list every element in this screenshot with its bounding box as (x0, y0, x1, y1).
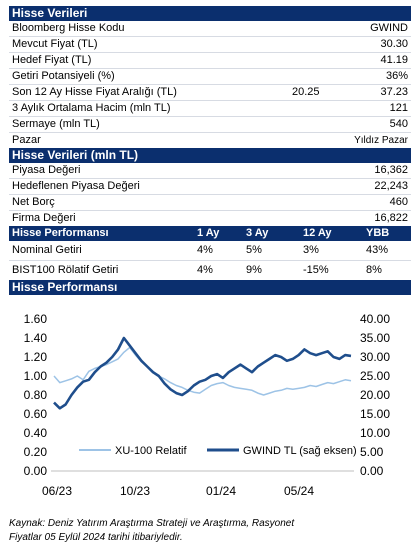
row-label: Hedeflenen Piyasa Değeri (12, 180, 140, 192)
y-right-tick-label: 10.00 (360, 426, 390, 440)
row-label: Bloomberg Hisse Kodu (12, 22, 125, 34)
stock-data-mln-header-label: Hisse Verileri (mln TL) (12, 148, 139, 162)
table-row: Net Borç 460 (9, 195, 411, 211)
stock-data-header-label: Hisse Verileri (12, 6, 88, 20)
row-value: 36% (385, 70, 408, 82)
table-row: Getiri Potansiyeli (%) 36% (9, 69, 411, 85)
table-row: Nominal Getiri 4% 5% 3% 43% (9, 241, 411, 261)
cell-ytd: 43% (366, 244, 389, 256)
stock-summary-panel: Hisse Verileri Bloomberg Hisse Kodu GWIN… (9, 6, 411, 510)
row-value: 16,822 (374, 212, 408, 224)
table-row: Mevcut Fiyat (TL) 30.30 (9, 37, 411, 53)
stock-data-header: Hisse Verileri (9, 6, 411, 21)
row-value: 460 (389, 196, 408, 208)
legend-label-gwind: GWIND TL (sağ eksen) (243, 445, 357, 457)
x-tick-label: 06/23 (42, 484, 72, 498)
source-note-line-1: Kaynak: Deniz Yatırım Araştırma Strateji… (9, 518, 295, 529)
table-row: Sermaye (mln TL) 540 (9, 117, 411, 133)
table-row: Pazar Yıldız Pazar (9, 133, 411, 148)
y-right-tick-label: 30.00 (360, 350, 390, 364)
row-label: Firma Değeri (12, 212, 76, 224)
row-label: Pazar (12, 134, 41, 146)
y-right-tick-label: 5.00 (360, 445, 384, 459)
row-value: GWIND (370, 22, 408, 34)
cell-ytd: 8% (366, 264, 382, 276)
y-left-tick-label: 1.60 (24, 312, 48, 326)
x-tick-label: 10/23 (120, 484, 150, 498)
row-label: BIST100 Rölatif Getiri (12, 264, 119, 276)
row-value: 41.19 (380, 54, 408, 66)
y-left-tick-label: 0.60 (24, 407, 48, 421)
x-tick-label: 05/24 (284, 484, 314, 498)
y-left-tick-label: 0.80 (24, 388, 48, 402)
y-left-tick-label: 1.00 (24, 369, 48, 383)
cell-3m: 5% (246, 244, 262, 256)
table-row: Hedeflenen Piyasa Değeri 22,243 (9, 179, 411, 195)
table-row: BIST100 Rölatif Getiri 4% 9% -15% 8% (9, 261, 411, 280)
y-left-tick-label: 0.00 (24, 464, 48, 478)
performance-table: Nominal Getiri 4% 5% 3% 43% BIST100 Röla… (9, 241, 411, 280)
column-header-3m: 3 Ay (246, 227, 269, 239)
y-right-tick-label: 25.00 (360, 369, 390, 383)
performance-chart-header: Hisse Performansı (9, 280, 411, 295)
row-label: Piyasa Değeri (12, 164, 81, 176)
table-row: Hedef Fiyat (TL) 41.19 (9, 53, 411, 69)
table-row: Piyasa Değeri 16,362 (9, 163, 411, 179)
column-header-ytd: YBB (366, 227, 390, 239)
y-right-tick-label: 0.00 (360, 464, 384, 478)
row-label: Hedef Fiyat (TL) (12, 54, 92, 66)
y-left-tick-label: 0.20 (24, 445, 48, 459)
row-value: 121 (389, 102, 408, 114)
row-label: Son 12 Ay Hisse Fiyat Aralığı (TL) (12, 86, 177, 98)
table-row: Firma Değeri 16,822 (9, 211, 411, 226)
source-note: Kaynak: Deniz Yatırım Araştırma Strateji… (9, 517, 294, 545)
row-low-value: 20.25 (292, 86, 320, 98)
performance-chart-svg: 0.00 0.20 0.40 0.60 0.80 1.00 1.20 1.40 1.60 0.00… (24, 312, 391, 498)
row-value: 22,243 (374, 180, 408, 192)
performance-header-label: Hisse Performansı (12, 227, 109, 239)
row-value: 16,362 (374, 164, 408, 176)
stock-data-mln-header: Hisse Verileri (mln TL) (9, 148, 411, 163)
stock-data-table: Bloomberg Hisse Kodu GWIND Mevcut Fiyat … (9, 21, 411, 148)
table-row: 3 Aylık Ortalama Hacim (mln TL) 121 (9, 101, 411, 117)
column-header-12m: 12 Ay (303, 227, 332, 239)
row-label: Net Borç (12, 196, 55, 208)
table-row: Son 12 Ay Hisse Fiyat Aralığı (TL) 20.25… (9, 85, 411, 101)
series-line-xu100-relative (53, 346, 352, 396)
y-right-tick-label: 15.00 (360, 407, 390, 421)
row-value: 30.30 (380, 38, 408, 50)
row-label: 3 Aylık Ortalama Hacim (mln TL) (12, 102, 171, 114)
row-label: Mevcut Fiyat (TL) (12, 38, 98, 50)
x-tick-label: 01/24 (206, 484, 236, 498)
performance-table-header: Hisse Performansı 1 Ay 3 Ay 12 Ay YBB (9, 226, 411, 241)
row-label: Sermaye (mln TL) (12, 118, 100, 130)
cell-1m: 4% (197, 244, 213, 256)
row-label: Nominal Getiri (12, 244, 82, 256)
cell-3m: 9% (246, 264, 262, 276)
cell-1m: 4% (197, 264, 213, 276)
column-header-1m: 1 Ay (197, 227, 220, 239)
y-right-tick-label: 35.00 (360, 331, 390, 345)
row-label: Getiri Potansiyeli (%) (12, 70, 115, 82)
row-value: 37.23 (380, 86, 408, 98)
cell-12m: -15% (303, 264, 329, 276)
cell-12m: 3% (303, 244, 319, 256)
y-left-tick-label: 0.40 (24, 426, 48, 440)
y-right-tick-label: 20.00 (360, 388, 390, 402)
source-note-line-2: Fiyatlar 05 Eylül 2024 tarihi itibariyle… (9, 532, 183, 543)
performance-chart-header-label: Hisse Performansı (12, 280, 118, 294)
legend-label-xu100: XU-100 Relatif (115, 445, 187, 457)
table-row: Bloomberg Hisse Kodu GWIND (9, 21, 411, 37)
y-left-tick-label: 1.40 (24, 331, 48, 345)
row-value: Yıldız Pazar (354, 135, 408, 146)
y-right-tick-label: 40.00 (360, 312, 390, 326)
stock-data-mln-table: Piyasa Değeri 16,362 Hedeflenen Piyasa D… (9, 163, 411, 226)
row-value: 540 (389, 118, 408, 130)
y-left-tick-label: 1.20 (24, 350, 48, 364)
performance-chart: 0.00 0.20 0.40 0.60 0.80 1.00 1.20 1.40 1.60 0.00… (9, 295, 411, 510)
series-line-gwind (53, 336, 352, 410)
